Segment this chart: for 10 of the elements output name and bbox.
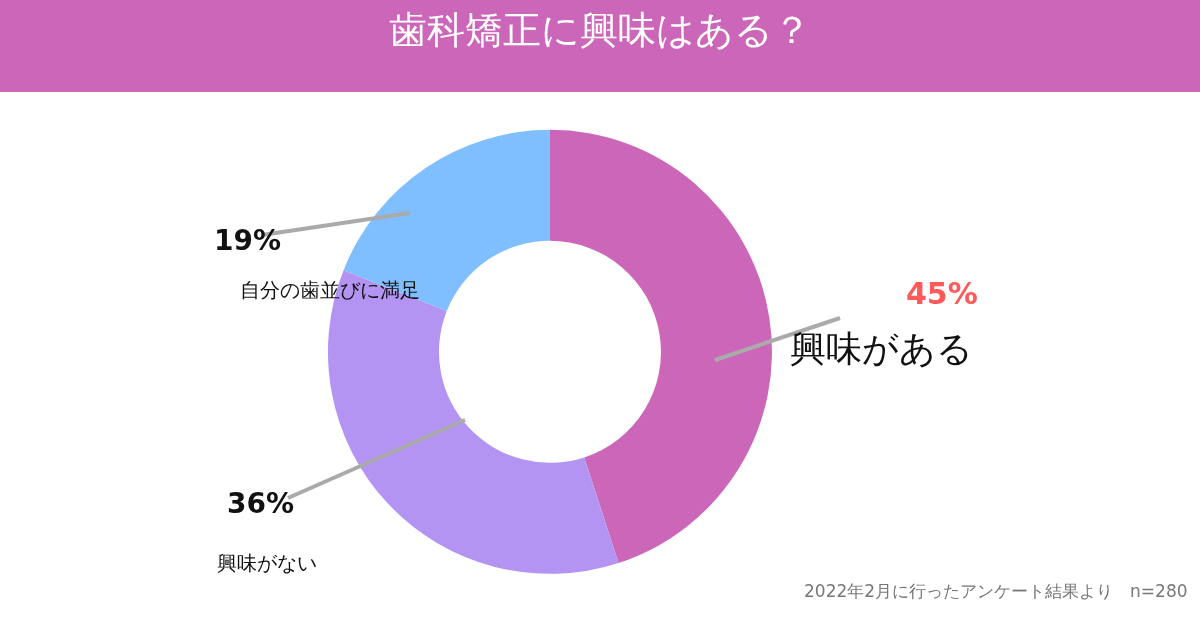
data-label: 19%: [214, 224, 282, 257]
data-label: 45%: [906, 276, 978, 311]
slice-label: 自分の歯並びに満足: [240, 278, 420, 302]
text: 2022年2月に行ったアンケート結果より n=280: [804, 581, 1188, 601]
chart-title: 歯科矯正に興味はある？: [389, 8, 811, 52]
donut-slice: [549, 129, 772, 563]
slice-label: 興味がない: [217, 551, 317, 575]
data-label: 36%: [227, 487, 295, 520]
donut-slice: [343, 129, 550, 311]
slice-label: 興味がある: [790, 328, 973, 369]
